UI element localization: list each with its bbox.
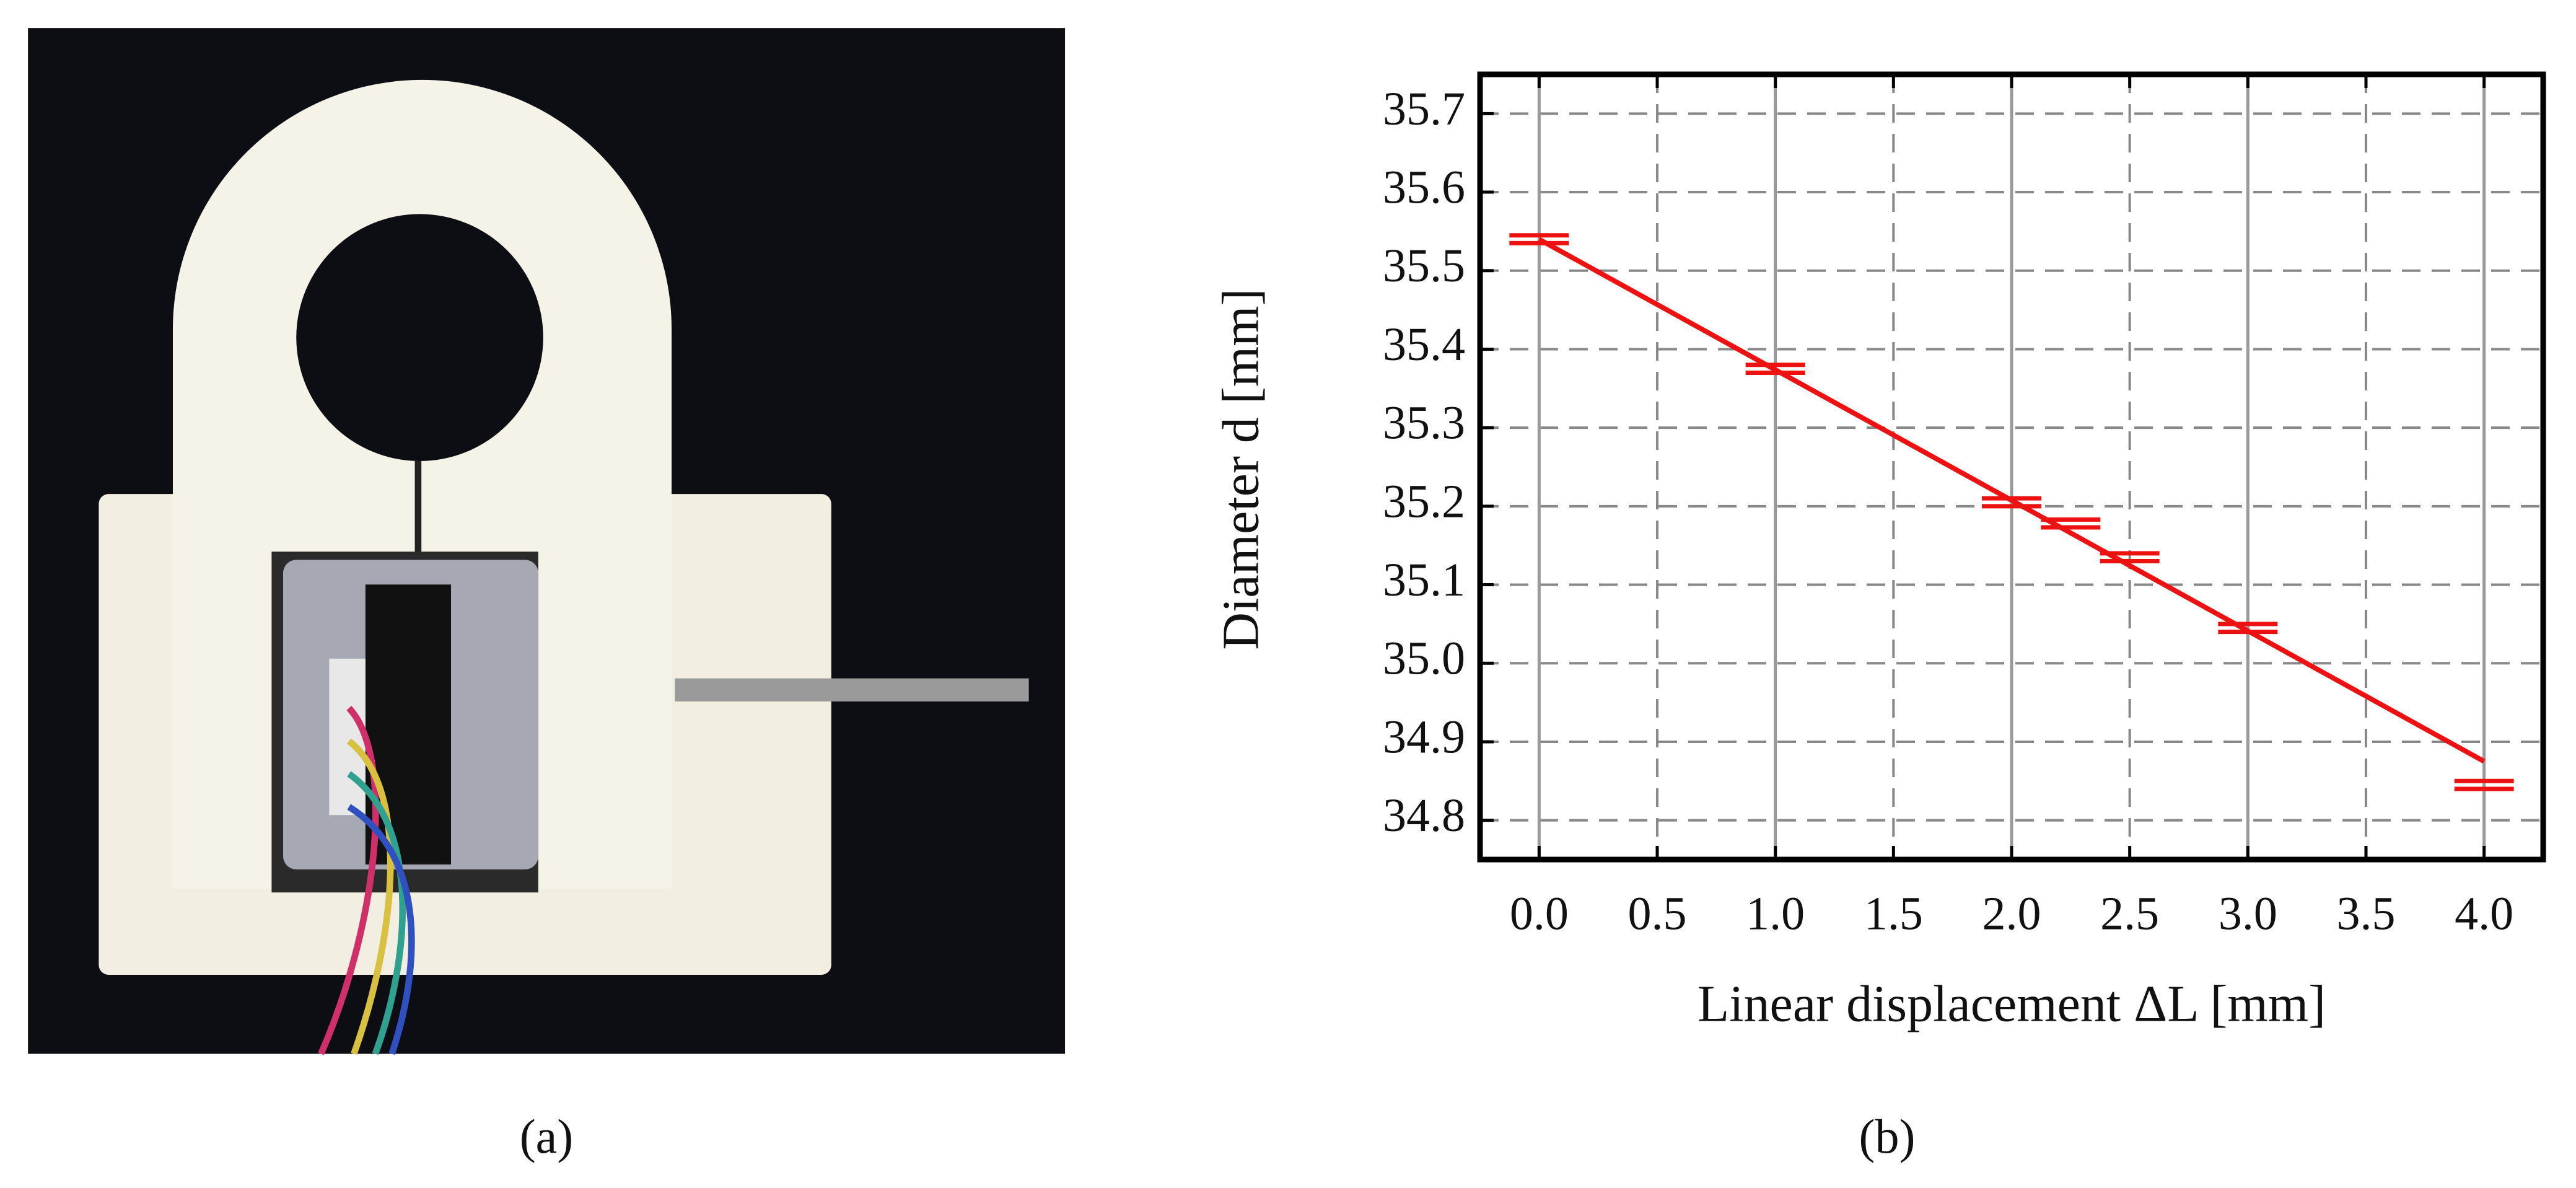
mount-hole	[296, 214, 543, 461]
x-tick-label: 3.0	[2219, 887, 2277, 939]
y-tick-label: 34.9	[1383, 711, 1465, 763]
photo	[28, 28, 1066, 1055]
error-bar	[1745, 363, 1805, 375]
y-tick-label: 35.0	[1383, 633, 1465, 685]
error-bar	[2100, 551, 2160, 564]
x-tick-label: 4.0	[2455, 887, 2513, 939]
error-bar	[2041, 517, 2101, 530]
y-axis-label: Diameter d [mm]	[1212, 288, 1269, 649]
y-tick-label: 35.1	[1383, 554, 1465, 606]
panel-label: (b)	[1859, 1109, 1916, 1163]
x-axis-label: Linear displacement ΔL [mm]	[1698, 975, 2326, 1032]
slot	[414, 460, 422, 560]
connector	[329, 658, 366, 816]
motor-slot	[365, 584, 452, 865]
wire	[318, 705, 379, 1055]
error-bar	[2454, 778, 2514, 791]
x-tick-label: 0.5	[1628, 887, 1687, 939]
x-tick-label: 2.5	[2100, 887, 2159, 939]
x-tick-label: 1.0	[1746, 887, 1805, 939]
y-tick-label: 35.3	[1383, 397, 1465, 449]
y-tick-label: 35.2	[1383, 475, 1465, 527]
panel-label: (a)	[520, 1109, 574, 1163]
y-tick-label: 34.8	[1383, 790, 1465, 842]
error-bar	[1982, 496, 2041, 509]
wire	[347, 804, 415, 1055]
x-tick-label: 3.5	[2337, 887, 2396, 939]
wire	[346, 738, 394, 1055]
wire	[347, 771, 406, 1055]
screw-rod	[675, 678, 1029, 702]
y-tick-label: 35.7	[1383, 83, 1465, 135]
y-tick-label: 35.4	[1383, 319, 1465, 371]
error-bar	[2218, 622, 2278, 635]
error-bar	[1509, 233, 1569, 245]
plot-frame	[1477, 71, 2546, 863]
y-tick-label: 35.5	[1383, 240, 1465, 292]
x-tick-label: 0.0	[1510, 887, 1569, 939]
y-tick-label: 35.6	[1383, 161, 1465, 213]
x-tick-label: 1.5	[1864, 887, 1923, 939]
x-tick-label: 2.0	[1982, 887, 2041, 939]
